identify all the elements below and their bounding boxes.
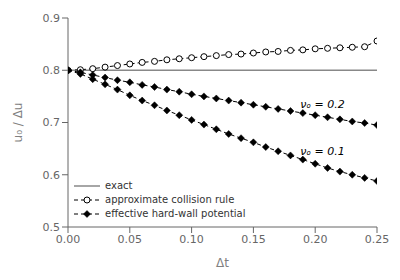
svg-text:0.00: 0.00 (56, 233, 81, 246)
svg-text:0.25: 0.25 (365, 233, 390, 246)
svg-text:0.6: 0.6 (43, 169, 61, 182)
html-text:exact: exact (105, 180, 133, 191)
svg-text:νₒ = 0.2: νₒ = 0.2 (300, 98, 344, 111)
svg-text:0.05: 0.05 (118, 233, 143, 246)
html-text:effective hard-wall potential: effective hard-wall potential (105, 208, 246, 219)
svg-text:0.9: 0.9 (43, 12, 61, 25)
svg-text:0.7: 0.7 (43, 116, 61, 129)
svg-text:νₒ = 0.1: νₒ = 0.1 (300, 145, 344, 158)
svg-text:u₀ / Δu: u₀ / Δu (11, 103, 25, 143)
svg-text:0.5: 0.5 (43, 221, 61, 234)
svg-text:Δt: Δt (216, 256, 229, 270)
html-text:approximate collision rule: approximate collision rule (105, 194, 235, 205)
svg-text:0.20: 0.20 (303, 233, 328, 246)
svg-text:0.10: 0.10 (179, 233, 204, 246)
svg-text:0.15: 0.15 (241, 233, 266, 246)
svg-text:0.8: 0.8 (43, 64, 61, 77)
